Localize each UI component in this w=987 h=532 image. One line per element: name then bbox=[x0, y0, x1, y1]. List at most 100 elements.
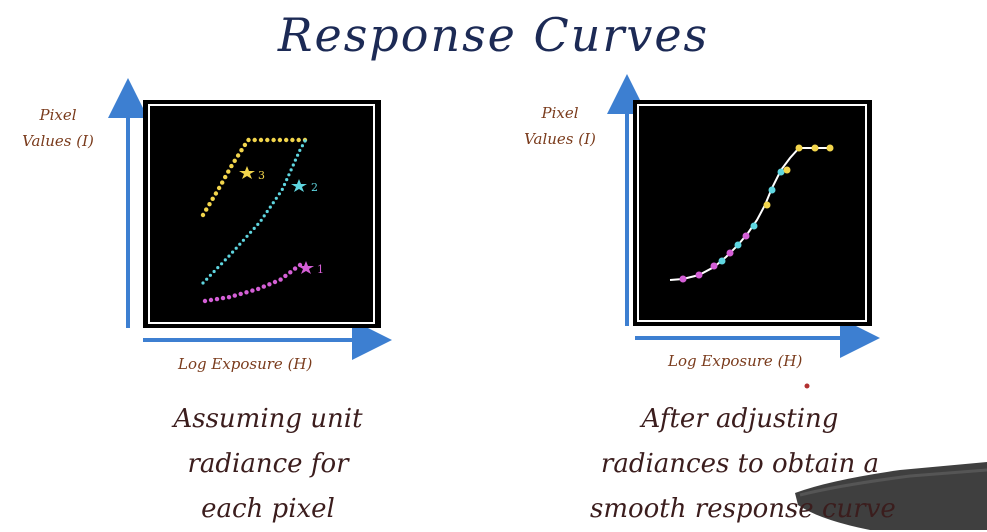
cyan-dot bbox=[259, 218, 263, 222]
yellow-dot bbox=[200, 212, 206, 218]
yellow-dot bbox=[271, 137, 276, 143]
cyan-dot bbox=[285, 178, 289, 182]
cyan-dot bbox=[274, 196, 278, 200]
magenta-dot bbox=[232, 293, 237, 298]
cyan-dot bbox=[249, 230, 253, 234]
cyan-dot bbox=[293, 158, 297, 162]
cyan-dot bbox=[201, 281, 205, 285]
yellow-dot bbox=[220, 180, 225, 185]
yellow-dot bbox=[223, 174, 228, 180]
cyan-dot bbox=[268, 205, 272, 209]
cyan-dot bbox=[252, 226, 256, 230]
magenta-dot bbox=[238, 291, 243, 297]
right-ylabel: Pixel Values (I) bbox=[524, 104, 596, 148]
cyan-dot bbox=[303, 139, 307, 143]
yellow-dot bbox=[235, 153, 241, 158]
cyan-dot bbox=[289, 168, 293, 172]
cyan-dot bbox=[234, 246, 238, 250]
magenta-dot bbox=[244, 290, 249, 295]
right-plot-frame bbox=[633, 100, 872, 326]
right-curve-point bbox=[734, 241, 742, 249]
magenta-dot bbox=[202, 298, 208, 304]
left-ylabel: Pixel Values (I) bbox=[22, 106, 94, 150]
right-curve-point bbox=[826, 144, 834, 152]
star-marker-1 bbox=[298, 261, 314, 274]
magenta-dot bbox=[214, 296, 220, 302]
yellow-dot bbox=[277, 137, 283, 143]
magenta-dot bbox=[261, 284, 266, 289]
cyan-dot bbox=[216, 266, 220, 270]
magenta-dot bbox=[256, 286, 261, 292]
cyan-dot bbox=[205, 277, 209, 281]
cyan-dot bbox=[256, 222, 260, 226]
yellow-dot bbox=[296, 137, 301, 143]
cyan-dot bbox=[280, 187, 284, 191]
right-curve-point bbox=[710, 262, 718, 270]
magenta-dot bbox=[272, 279, 278, 285]
yellow-dot bbox=[246, 137, 251, 143]
right-curve-point bbox=[679, 275, 687, 283]
right-curve-point bbox=[726, 249, 734, 257]
star-marker-2 bbox=[291, 179, 307, 192]
cyan-dot bbox=[282, 182, 287, 187]
cyan-dot bbox=[238, 242, 242, 246]
cyan-dot bbox=[271, 201, 275, 205]
right-curve-point bbox=[783, 166, 791, 174]
yellow-dot bbox=[284, 137, 289, 143]
left-xlabel: Log Exposure (H) bbox=[178, 355, 313, 373]
magenta-dot bbox=[250, 288, 255, 293]
star-label-1: 1 bbox=[317, 263, 324, 276]
right-response-curve bbox=[669, 147, 830, 281]
right-curve-points bbox=[679, 144, 834, 283]
star-marker-3 bbox=[239, 166, 255, 179]
left-curve-cyan bbox=[201, 139, 307, 285]
left-curve-yellow bbox=[200, 137, 308, 218]
left-curve-magenta bbox=[202, 262, 303, 304]
cyan-dot bbox=[223, 258, 227, 262]
magenta-dot bbox=[208, 297, 214, 303]
page-title: Response Curves bbox=[277, 8, 710, 62]
cyan-dot bbox=[245, 234, 249, 238]
right-curve-point bbox=[811, 144, 819, 152]
left-plot-frame bbox=[143, 100, 381, 328]
magenta-dot bbox=[220, 295, 226, 301]
magenta-dot bbox=[288, 270, 293, 275]
cyan-dot bbox=[208, 273, 212, 277]
yellow-dot bbox=[290, 137, 295, 143]
right-xlabel: Log Exposure (H) bbox=[668, 352, 803, 370]
cyan-dot bbox=[296, 153, 300, 157]
magenta-dot bbox=[267, 282, 272, 287]
cyan-dot bbox=[241, 238, 245, 242]
right-curve-point bbox=[718, 257, 726, 265]
yellow-dot bbox=[210, 196, 215, 201]
magenta-dot bbox=[278, 277, 283, 282]
pen-shadow bbox=[795, 462, 987, 530]
yellow-dot bbox=[242, 142, 248, 148]
right-curve-point bbox=[695, 271, 703, 279]
cyan-dot bbox=[265, 209, 269, 214]
right-caption: After adjusting radiances to obtain a sm… bbox=[590, 404, 896, 524]
magenta-dot bbox=[292, 266, 298, 271]
cyan-dot bbox=[262, 214, 266, 218]
yellow-dot bbox=[207, 202, 212, 207]
left-caption: Assuming unit radiance for each pixel bbox=[173, 404, 363, 524]
yellow-dot bbox=[258, 137, 264, 143]
right-curve-point bbox=[750, 222, 758, 230]
cyan-dot bbox=[291, 163, 295, 167]
cyan-dot bbox=[220, 262, 224, 266]
cyan-dot bbox=[227, 254, 231, 258]
cyan-dot bbox=[298, 148, 302, 152]
cyan-dot bbox=[287, 173, 291, 177]
yellow-dot bbox=[216, 185, 222, 191]
magenta-dot bbox=[283, 273, 288, 279]
right-curve-point bbox=[768, 186, 776, 194]
cyan-dot bbox=[231, 250, 235, 254]
right-curve-point bbox=[777, 168, 785, 176]
right-curve-point bbox=[742, 232, 750, 240]
star-label-3: 3 bbox=[258, 169, 265, 182]
right-curve-point bbox=[795, 144, 803, 152]
yellow-dot bbox=[232, 158, 237, 163]
yellow-dot bbox=[204, 207, 209, 212]
yellow-dot bbox=[213, 191, 219, 196]
right-curve-point bbox=[763, 201, 771, 209]
